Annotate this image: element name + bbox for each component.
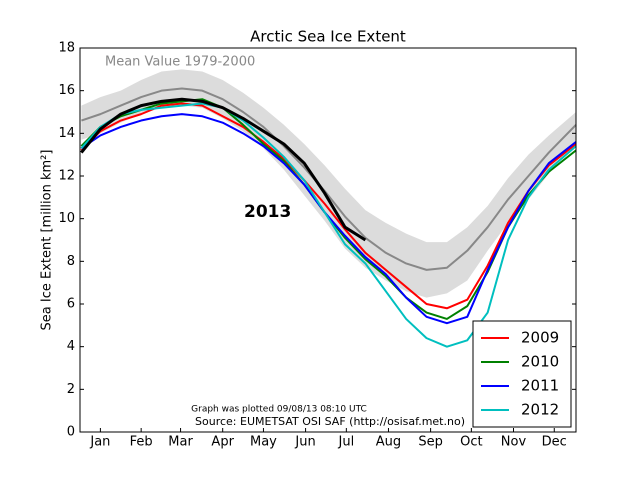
y-tick-label: 14: [58, 126, 75, 141]
y-tick-label: 4: [67, 339, 75, 354]
range-band: [81, 69, 577, 298]
x-tick-label: Nov: [501, 435, 527, 450]
source-note: Source: EUMETSAT OSI SAF (http://osisaf.…: [195, 415, 465, 428]
highlight-label: 2013: [244, 202, 291, 222]
x-tick-label: Feb: [130, 435, 153, 450]
y-tick-label: 10: [58, 211, 75, 226]
y-tick-label: 16: [58, 83, 75, 98]
highlight-line: [80, 97, 367, 242]
legend-label: 2011: [521, 377, 559, 395]
series-line: [80, 102, 577, 348]
y-tick-label: 18: [58, 41, 75, 56]
x-tick-label: Jul: [338, 435, 355, 450]
y-tick-label: 2: [67, 382, 75, 397]
mean-annotation: Mean Value 1979-2000: [105, 55, 255, 70]
footnote: Graph was plotted 09/08/13 08:10 UTC: [191, 405, 367, 415]
y-axis-label: Sea Ice Extent [million km²]: [40, 150, 55, 331]
legend-label: 2012: [521, 401, 559, 419]
x-tick-label: May: [250, 435, 277, 450]
plot-frame: [79, 47, 577, 433]
x-tick-label: Sep: [418, 435, 443, 450]
x-tick-label: Oct: [460, 435, 482, 450]
series-line: [80, 102, 577, 310]
chart-title: Arctic Sea Ice Extent: [250, 28, 406, 46]
legend-label: 2009: [521, 329, 559, 347]
y-tick-label: 8: [67, 254, 75, 269]
x-tick-label: Dec: [542, 435, 567, 450]
x-tick-label: Mar: [168, 435, 193, 450]
x-tick-label: Jun: [294, 435, 315, 450]
y-tick-label: 12: [58, 169, 75, 184]
x-tick-label: Jan: [89, 435, 110, 450]
x-tick-label: Aug: [376, 435, 401, 450]
y-tick-label: 0: [67, 425, 75, 440]
legend-label: 2010: [521, 353, 559, 371]
y-tick-label: 6: [67, 297, 75, 312]
plot-area: [80, 69, 577, 348]
x-tick-label: Apr: [211, 435, 234, 450]
